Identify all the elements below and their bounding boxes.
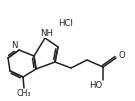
Text: HCl: HCl	[59, 19, 73, 28]
Text: O: O	[119, 52, 125, 60]
Text: HO: HO	[89, 82, 103, 90]
Text: NH: NH	[40, 28, 53, 37]
Text: N: N	[11, 42, 17, 50]
Text: CH₃: CH₃	[17, 88, 31, 97]
